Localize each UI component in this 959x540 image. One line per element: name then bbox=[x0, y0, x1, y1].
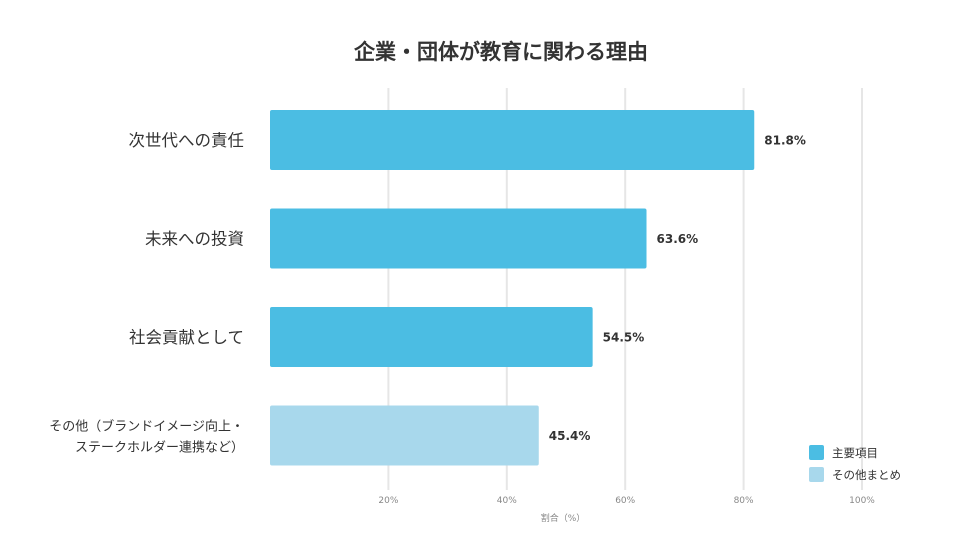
bars bbox=[270, 110, 755, 466]
x-axis-label: 割合（%） bbox=[541, 512, 586, 524]
bar bbox=[270, 405, 539, 466]
category-label: 次世代への責任 bbox=[129, 131, 245, 150]
x-tick-label: 40% bbox=[497, 496, 517, 506]
category-label: 社会貢献として bbox=[129, 328, 244, 347]
category-label: 未来への投資 bbox=[145, 230, 244, 249]
bar bbox=[270, 110, 755, 170]
legend-label: その他まとめ bbox=[832, 468, 901, 482]
value-label: 54.5% bbox=[603, 331, 645, 345]
value-label: 81.8% bbox=[764, 134, 806, 148]
x-tick-label: 20% bbox=[378, 496, 398, 506]
bar bbox=[270, 307, 593, 367]
category-labels: 次世代への責任未来への投資社会貢献としてその他（ブランドイメージ向上・ステークホ… bbox=[49, 131, 244, 456]
chart-title: 企業・団体が教育に関わる理由 bbox=[353, 40, 648, 64]
value-label: 45.4% bbox=[549, 429, 591, 443]
value-label: 63.6% bbox=[657, 232, 699, 246]
category-label: ステークホルダー連携など） bbox=[75, 440, 244, 456]
legend-label: 主要項目 bbox=[832, 446, 878, 460]
category-label: その他（ブランドイメージ向上・ bbox=[49, 419, 244, 435]
x-tick-labels: 20% 40% 60% 80% 100% bbox=[378, 496, 875, 506]
bar bbox=[270, 208, 647, 269]
x-tick-label: 80% bbox=[734, 496, 754, 506]
x-tick-label: 100% bbox=[849, 496, 875, 506]
legend-swatch bbox=[809, 445, 824, 460]
value-labels: 81.8% 63.6% 54.5% 45.4% bbox=[549, 134, 806, 444]
legend-swatch bbox=[809, 467, 824, 482]
x-tick-label: 60% bbox=[615, 496, 635, 506]
